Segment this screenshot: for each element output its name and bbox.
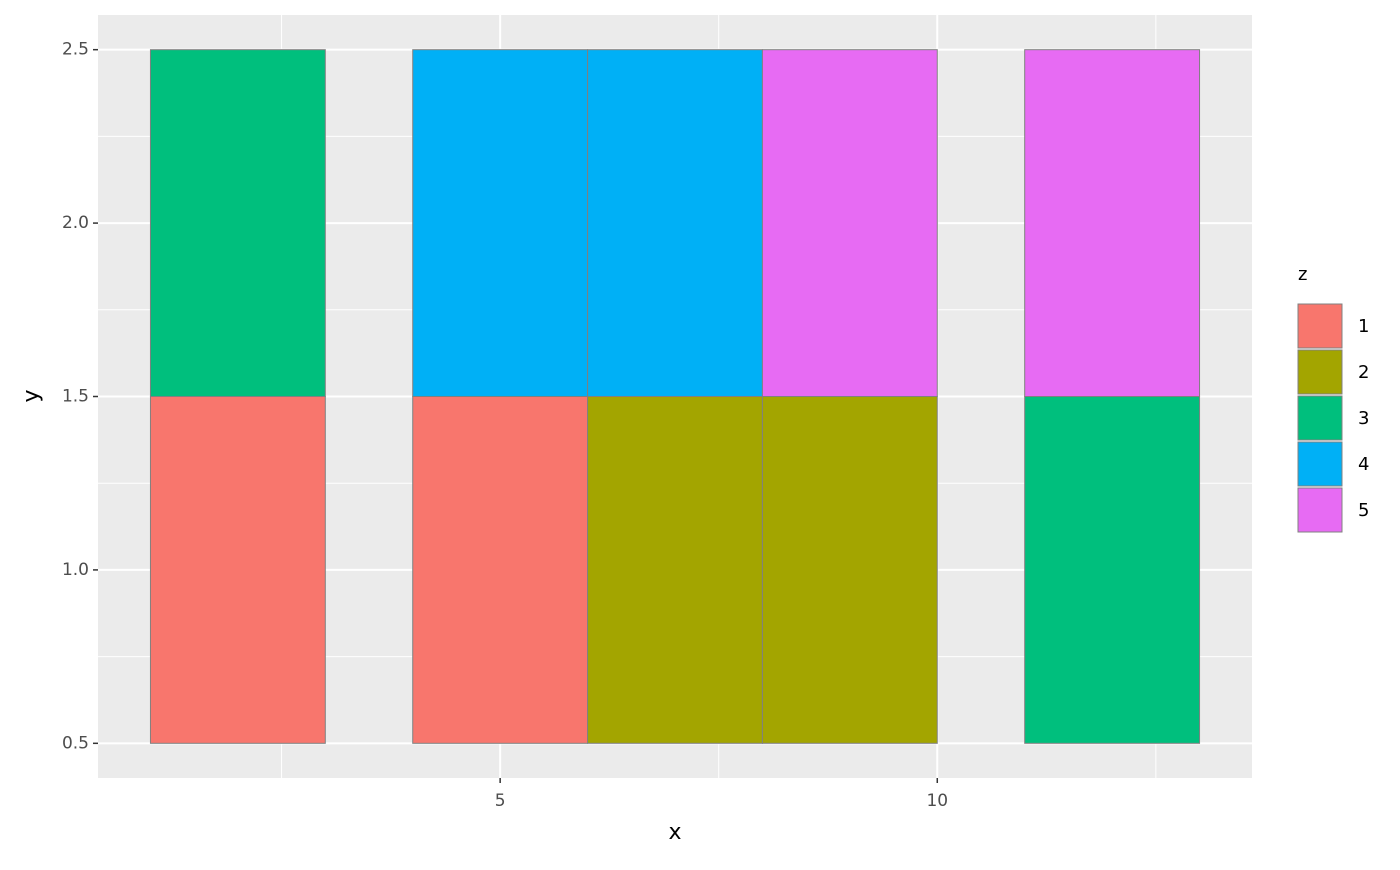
tile [761, 396, 938, 744]
x-tick-label: 5 [495, 791, 506, 811]
legend-key [1297, 441, 1343, 487]
x-tick-label: 10 [926, 791, 948, 811]
legend-label: 5 [1358, 500, 1369, 521]
y-tick-label: 0.5 [62, 733, 89, 753]
tile [412, 49, 589, 397]
tile [587, 49, 763, 397]
y-tick-label: 1.5 [62, 387, 89, 407]
legend-key [1297, 349, 1343, 395]
tile [149, 49, 326, 397]
y-tick-label: 2.5 [62, 40, 89, 60]
tile [1024, 396, 1201, 744]
y-tick-label: 2.0 [62, 213, 89, 233]
axes: 0.5 1.0 1.5 2.0 2.5 5 10 [62, 40, 948, 811]
y-axis-title: y [19, 389, 44, 402]
legend-label: 3 [1358, 408, 1369, 429]
y-tick-label: 1.0 [62, 560, 89, 580]
legend-title: z [1298, 264, 1307, 285]
tile [149, 396, 326, 744]
legend-key [1297, 487, 1343, 533]
tile [412, 396, 589, 744]
tile [761, 49, 938, 397]
x-axis-title: x [668, 820, 681, 845]
tile [587, 396, 763, 744]
legend-label: 1 [1358, 316, 1369, 337]
legend-label: 4 [1358, 454, 1369, 475]
legend-key [1297, 303, 1343, 349]
legend: z 1 2 3 4 5 [1297, 264, 1369, 533]
tiles [149, 49, 1201, 744]
tile [1024, 49, 1201, 397]
legend-key [1297, 395, 1343, 441]
legend-label: 2 [1358, 362, 1369, 383]
